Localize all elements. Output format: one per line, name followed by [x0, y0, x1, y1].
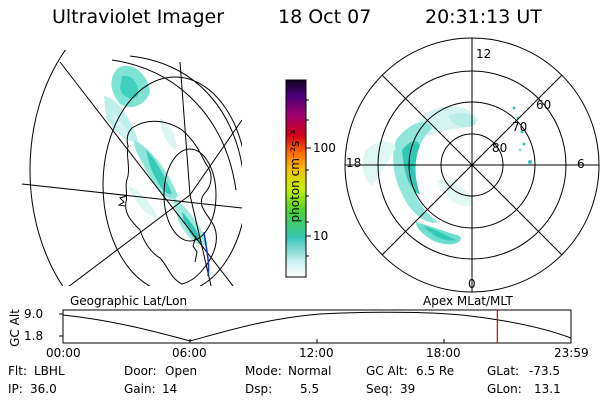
observation-time: 20:31:13 UT: [425, 6, 542, 28]
gain-label: Gain:: [124, 382, 156, 396]
colorbar: [285, 79, 311, 278]
altitude-tick-low: 1.8: [24, 329, 44, 343]
glat-label: GLat:: [487, 364, 520, 378]
mlt-label-0: 0: [468, 277, 476, 291]
time-tick-2359: 23:59: [554, 346, 589, 360]
altitude-plot: [59, 309, 572, 344]
glon-label: GLon:: [487, 382, 522, 396]
time-tick-1800: 18:00: [426, 346, 461, 360]
geographic-map: [22, 50, 242, 286]
mlat-label-60: 60: [536, 98, 552, 112]
time-tick-1200: 12:00: [299, 346, 334, 360]
observation-date: 18 Oct 07: [278, 6, 372, 28]
door-value: Open: [165, 364, 198, 378]
ip-value: 36.0: [30, 382, 57, 396]
dsp-label: Dsp:: [245, 382, 273, 396]
ip-label: IP:: [8, 382, 23, 396]
geographic-map-label: Geographic Lat/Lon: [70, 294, 188, 308]
mode-label: Mode:: [245, 364, 282, 378]
colorbar-unit-label: photon cm⁻²s⁻¹: [288, 129, 302, 223]
aurora-emission-geo: [104, 65, 208, 246]
polar-mlt-plot: [344, 37, 600, 293]
gc-alt-label: GC Alt:: [366, 364, 408, 378]
altitude-axis-label: GC Alt: [8, 309, 22, 347]
colorbar-tick-100: 100: [313, 141, 336, 155]
mlt-label-12: 12: [476, 47, 492, 61]
mlt-label-6: 6: [577, 157, 585, 171]
mlat-label-70: 70: [512, 120, 528, 134]
dsp-value: 5.5: [300, 382, 320, 396]
mode-value: Normal: [288, 364, 332, 378]
door-label: Door:: [124, 364, 157, 378]
seq-value: 39: [400, 382, 416, 396]
time-tick-0000: 00:00: [46, 346, 81, 360]
apex-map-label: Apex MLat/MLT: [423, 294, 513, 308]
filter-label: Flt:: [8, 364, 27, 378]
glat-value: -73.5: [529, 364, 561, 378]
gc-alt-value: 6.5 Re: [416, 364, 455, 378]
altitude-tick-high: 9.0: [24, 307, 44, 321]
filter-value: LBHL: [34, 364, 65, 378]
time-tick-0600: 06:00: [172, 346, 207, 360]
mlat-label-80: 80: [492, 141, 508, 155]
title-bar: Ultraviolet Imager 18 Oct 07 20:31:13 UT: [0, 0, 600, 34]
gain-value: 14: [162, 382, 178, 396]
mlt-label-18: 18: [346, 156, 362, 170]
instrument-title: Ultraviolet Imager: [52, 6, 225, 28]
glon-value: 13.1: [534, 382, 561, 396]
seq-label: Seq:: [366, 382, 393, 396]
colorbar-tick-10: 10: [313, 229, 329, 243]
